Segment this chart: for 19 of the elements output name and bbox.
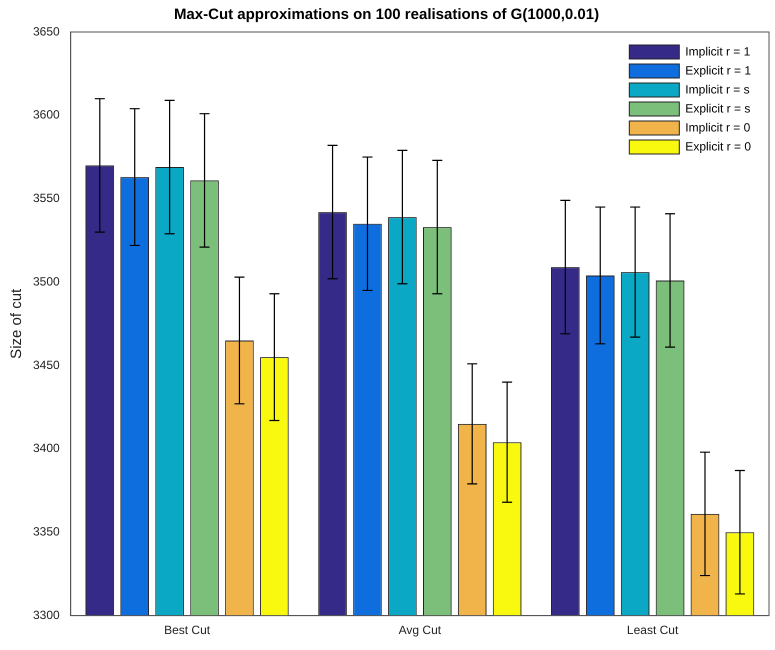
y-tick-label: 3600 <box>32 108 60 122</box>
y-tick-label: 3350 <box>32 524 60 539</box>
legend-label: Implicit r = 0 <box>685 120 751 134</box>
y-tick-label: 3450 <box>32 358 60 372</box>
legend-label: Explicit r = 0 <box>685 139 752 154</box>
legend-label: Implicit r = s <box>685 82 750 96</box>
chart-title: Max-Cut approximations on 100 realisations of G(1000,0.01) <box>174 6 600 24</box>
y-tick-label: 3400 <box>32 441 60 456</box>
y-axis-title: Size of cut <box>8 288 26 359</box>
y-tick-label: 3500 <box>32 274 60 288</box>
legend-label: Explicit r = 1 <box>685 63 752 78</box>
x-tick-label: Least Cut <box>626 623 679 638</box>
y-tick-label: 3300 <box>32 608 60 622</box>
legend-label: Implicit r = 1 <box>685 44 751 58</box>
y-tick-label: 3550 <box>32 191 60 206</box>
legend-label: Explicit r = s <box>685 101 750 116</box>
x-tick-label: Avg Cut <box>398 623 442 638</box>
x-tick-label: Best Cut <box>164 623 211 638</box>
y-tick-label: 3650 <box>32 24 60 38</box>
